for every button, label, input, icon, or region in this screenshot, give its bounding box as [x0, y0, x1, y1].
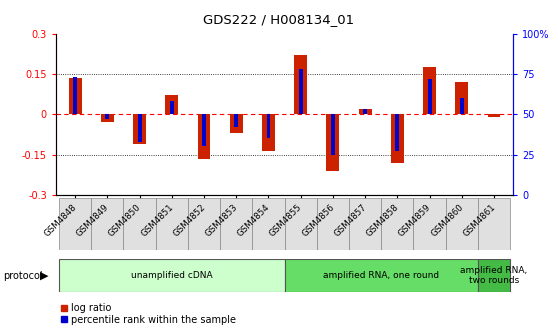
Text: amplified RNA,
two rounds: amplified RNA, two rounds — [460, 266, 528, 285]
Bar — [359, 109, 372, 114]
Bar — [202, 114, 206, 146]
Bar — [396, 114, 400, 151]
Bar — [285, 198, 317, 250]
Text: GSM4856: GSM4856 — [300, 202, 336, 238]
Bar — [92, 198, 123, 250]
Bar — [220, 198, 252, 250]
Bar — [267, 114, 271, 138]
Bar — [170, 101, 174, 114]
Bar — [138, 114, 142, 142]
Bar — [234, 114, 238, 127]
Bar — [105, 114, 109, 119]
Bar — [460, 98, 464, 114]
Text: GSM4859: GSM4859 — [397, 202, 433, 238]
Bar — [423, 67, 436, 114]
Text: GSM4851: GSM4851 — [139, 202, 175, 238]
Bar — [230, 114, 243, 133]
Bar — [262, 114, 275, 151]
Text: GSM4850: GSM4850 — [107, 202, 143, 238]
Bar — [123, 198, 156, 250]
Bar — [478, 198, 510, 250]
Bar — [69, 78, 81, 114]
Bar — [59, 259, 285, 292]
Bar — [349, 198, 381, 250]
Text: GSM4848: GSM4848 — [42, 202, 78, 238]
Text: GSM4858: GSM4858 — [365, 202, 401, 238]
Text: protocol: protocol — [3, 270, 42, 281]
Bar — [326, 114, 339, 171]
Bar — [413, 198, 446, 250]
Bar — [59, 198, 92, 250]
Bar — [198, 114, 210, 159]
Text: amplified RNA, one round: amplified RNA, one round — [323, 271, 439, 280]
Bar — [391, 114, 404, 163]
Bar — [488, 114, 501, 117]
Bar — [363, 110, 367, 114]
Bar — [165, 95, 178, 114]
Text: GSM4855: GSM4855 — [268, 202, 304, 238]
Bar — [73, 77, 77, 114]
Bar — [331, 114, 335, 155]
Bar — [455, 82, 468, 114]
Bar — [299, 69, 302, 114]
Bar — [478, 259, 510, 292]
Text: GSM4857: GSM4857 — [333, 202, 368, 238]
Bar — [446, 198, 478, 250]
Bar — [294, 55, 307, 114]
Text: GSM4853: GSM4853 — [204, 202, 239, 238]
Bar — [252, 198, 285, 250]
Bar — [317, 198, 349, 250]
Bar — [427, 79, 431, 114]
Bar — [133, 114, 146, 144]
Text: unamplified cDNA: unamplified cDNA — [131, 271, 213, 280]
Text: GSM4852: GSM4852 — [171, 202, 207, 238]
Bar — [188, 198, 220, 250]
Text: GSM4860: GSM4860 — [429, 202, 465, 238]
Text: GSM4849: GSM4849 — [75, 202, 110, 238]
Text: ▶: ▶ — [40, 270, 49, 281]
Bar — [101, 114, 114, 122]
Legend: log ratio, percentile rank within the sample: log ratio, percentile rank within the sa… — [56, 299, 240, 329]
Bar — [156, 198, 188, 250]
Text: GSM4861: GSM4861 — [461, 202, 497, 238]
Text: GSM4854: GSM4854 — [236, 202, 272, 238]
Text: GDS222 / H008134_01: GDS222 / H008134_01 — [204, 13, 354, 27]
Bar — [285, 259, 478, 292]
Bar — [381, 198, 413, 250]
